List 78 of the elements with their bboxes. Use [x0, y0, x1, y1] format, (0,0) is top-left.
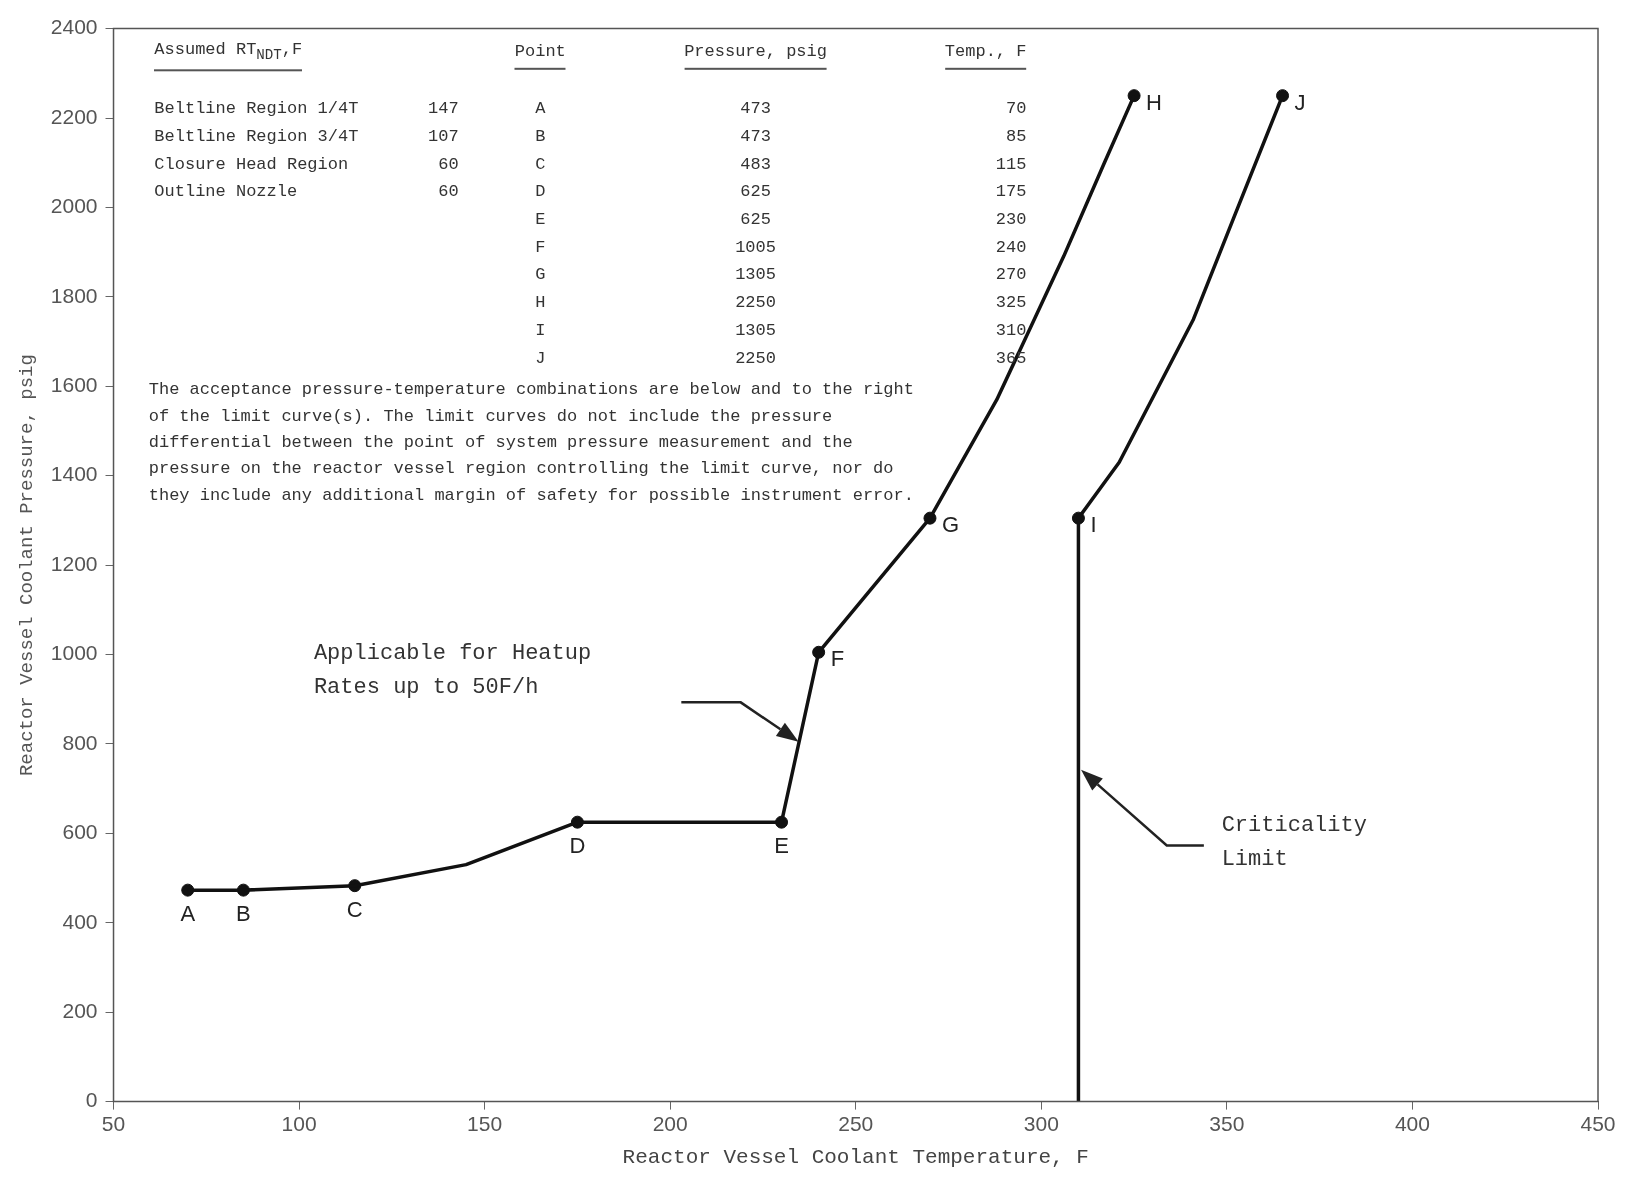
annotation: 107	[428, 126, 459, 147]
annotation: I	[1090, 512, 1097, 538]
y-tick-label: 0	[85, 1088, 98, 1112]
annotation: E	[774, 833, 789, 859]
annotation: D	[535, 182, 546, 203]
annotation: 85	[1006, 126, 1027, 147]
annotation: E	[535, 209, 546, 231]
annotation: G	[941, 512, 960, 538]
annotation: Outline Nozzle	[154, 182, 298, 203]
annotation: I	[535, 320, 546, 342]
annotation: 1005	[735, 237, 776, 258]
y-axis-title: Reactor Vessel Coolant Pressure, psig	[16, 354, 39, 777]
x-axis-title: Reactor Vessel Coolant Temperature, F	[622, 1145, 1089, 1169]
x-tick-label: 150	[467, 1112, 503, 1135]
annotation: G	[535, 265, 546, 286]
y-tick-label: 2200	[50, 104, 98, 128]
annotation: 625	[740, 209, 771, 231]
annotation: Point	[514, 41, 566, 71]
annotation: 60	[438, 182, 459, 203]
y-tick-label: 800	[62, 730, 98, 754]
x-tick-label: 350	[1209, 1112, 1245, 1135]
annotation: H	[1146, 89, 1162, 115]
x-tick-label: 100	[281, 1112, 317, 1135]
y-tick-label: 2000	[50, 194, 98, 218]
annotation: H	[535, 292, 546, 314]
y-tick-label: 200	[62, 998, 98, 1022]
annotation: Pressure, psig	[684, 41, 827, 71]
annotation: D	[569, 833, 586, 859]
annotation: 310	[995, 320, 1027, 342]
annotation: A	[535, 98, 546, 120]
annotation: The acceptance pressure-temperature combinations are below and to the right of the limit curve(s). The limit curves do not include the pressure differential between the point of system pressure measurement and the pressure on the reactor vessel region controlling the limit curve, nor do they include any additional margin of safety for possible instrument error.	[148, 379, 915, 507]
annotation: F	[830, 646, 845, 672]
x-tick-label: 300	[1023, 1112, 1059, 1135]
x-tick-label: 200	[652, 1112, 688, 1135]
annotation: Temp., F	[944, 41, 1027, 71]
annotation: 473	[740, 126, 771, 147]
annotation: B	[236, 901, 251, 927]
annotation: 60	[438, 154, 459, 175]
annotation: C	[346, 896, 363, 922]
annotation: Closure Head Region	[154, 154, 349, 175]
y-tick-label: 1200	[50, 551, 98, 575]
annotation: 270	[995, 265, 1027, 286]
annotation: Assumed RT$_{NDT}$,F	[154, 40, 303, 72]
annotation: 70	[1006, 98, 1027, 120]
annotation: F	[535, 237, 546, 258]
annotation: 483	[740, 154, 771, 175]
y-tick-label: 600	[62, 820, 98, 844]
annotation: 1305	[735, 265, 776, 286]
y-tick-label: 1400	[50, 462, 98, 486]
annotation: Beltline Region 3/4T	[154, 126, 359, 147]
annotation: Criticality Limit	[1221, 811, 1368, 874]
x-tick-label: 400	[1394, 1112, 1430, 1135]
annotation: J	[1294, 89, 1306, 115]
annotation: B	[535, 126, 546, 147]
annotation: 2250	[735, 292, 776, 314]
annotation: 175	[995, 182, 1027, 203]
x-tick-label: 250	[838, 1112, 874, 1135]
annotation: 2250	[735, 348, 776, 369]
y-tick-label: 400	[62, 909, 98, 933]
annotation: A	[180, 901, 196, 927]
annotation: Applicable for Heatup Rates up to 50F/h	[313, 639, 593, 702]
annotation: C	[535, 154, 546, 175]
x-tick-label: 50	[101, 1112, 126, 1135]
y-tick-label: 2400	[50, 15, 98, 39]
annotation: Beltline Region 1/4T	[154, 98, 359, 120]
y-tick-label: 1800	[50, 283, 98, 307]
annotation: 240	[995, 237, 1027, 258]
annotation: 115	[995, 154, 1027, 175]
annotation: 473	[740, 98, 771, 120]
annotation: 1305	[735, 320, 776, 342]
annotation: J	[535, 348, 546, 369]
annotation: 230	[995, 209, 1027, 231]
x-tick-label: 450	[1580, 1112, 1616, 1135]
y-tick-label: 1600	[50, 373, 98, 397]
annotation: 325	[995, 292, 1027, 314]
annotation: 147	[428, 98, 459, 120]
y-tick-label: 1000	[50, 641, 98, 665]
annotation: 625	[740, 182, 771, 203]
